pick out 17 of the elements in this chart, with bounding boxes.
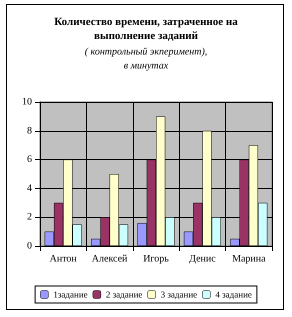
y-tick-label: 10: [22, 96, 32, 108]
y-tick-label: 0: [27, 240, 32, 252]
x-tick-label: Денис: [189, 254, 216, 264]
x-tick-label: Антон: [50, 254, 78, 264]
legend-label: 1задание: [53, 290, 88, 300]
legend-label: 3 задание: [160, 290, 198, 300]
y-tick-label: 4: [27, 182, 32, 194]
x-tick-label: Игорь: [143, 254, 170, 264]
x-tick-label: Марина: [232, 254, 266, 264]
chart-title: Количество времени, затраченное на выполнение заданий: [54, 16, 238, 42]
legend-label: 4 задание: [215, 290, 252, 300]
y-tick-label: 6: [27, 154, 32, 166]
y-tick-label: 2: [27, 212, 32, 223]
legend-label: 2 задание: [106, 290, 142, 300]
chart-subtitle: ( контрольный экперимент), в минутах: [84, 46, 208, 72]
y-tick-label: 8: [27, 125, 32, 136]
x-tick-label: Алексей: [92, 254, 128, 264]
